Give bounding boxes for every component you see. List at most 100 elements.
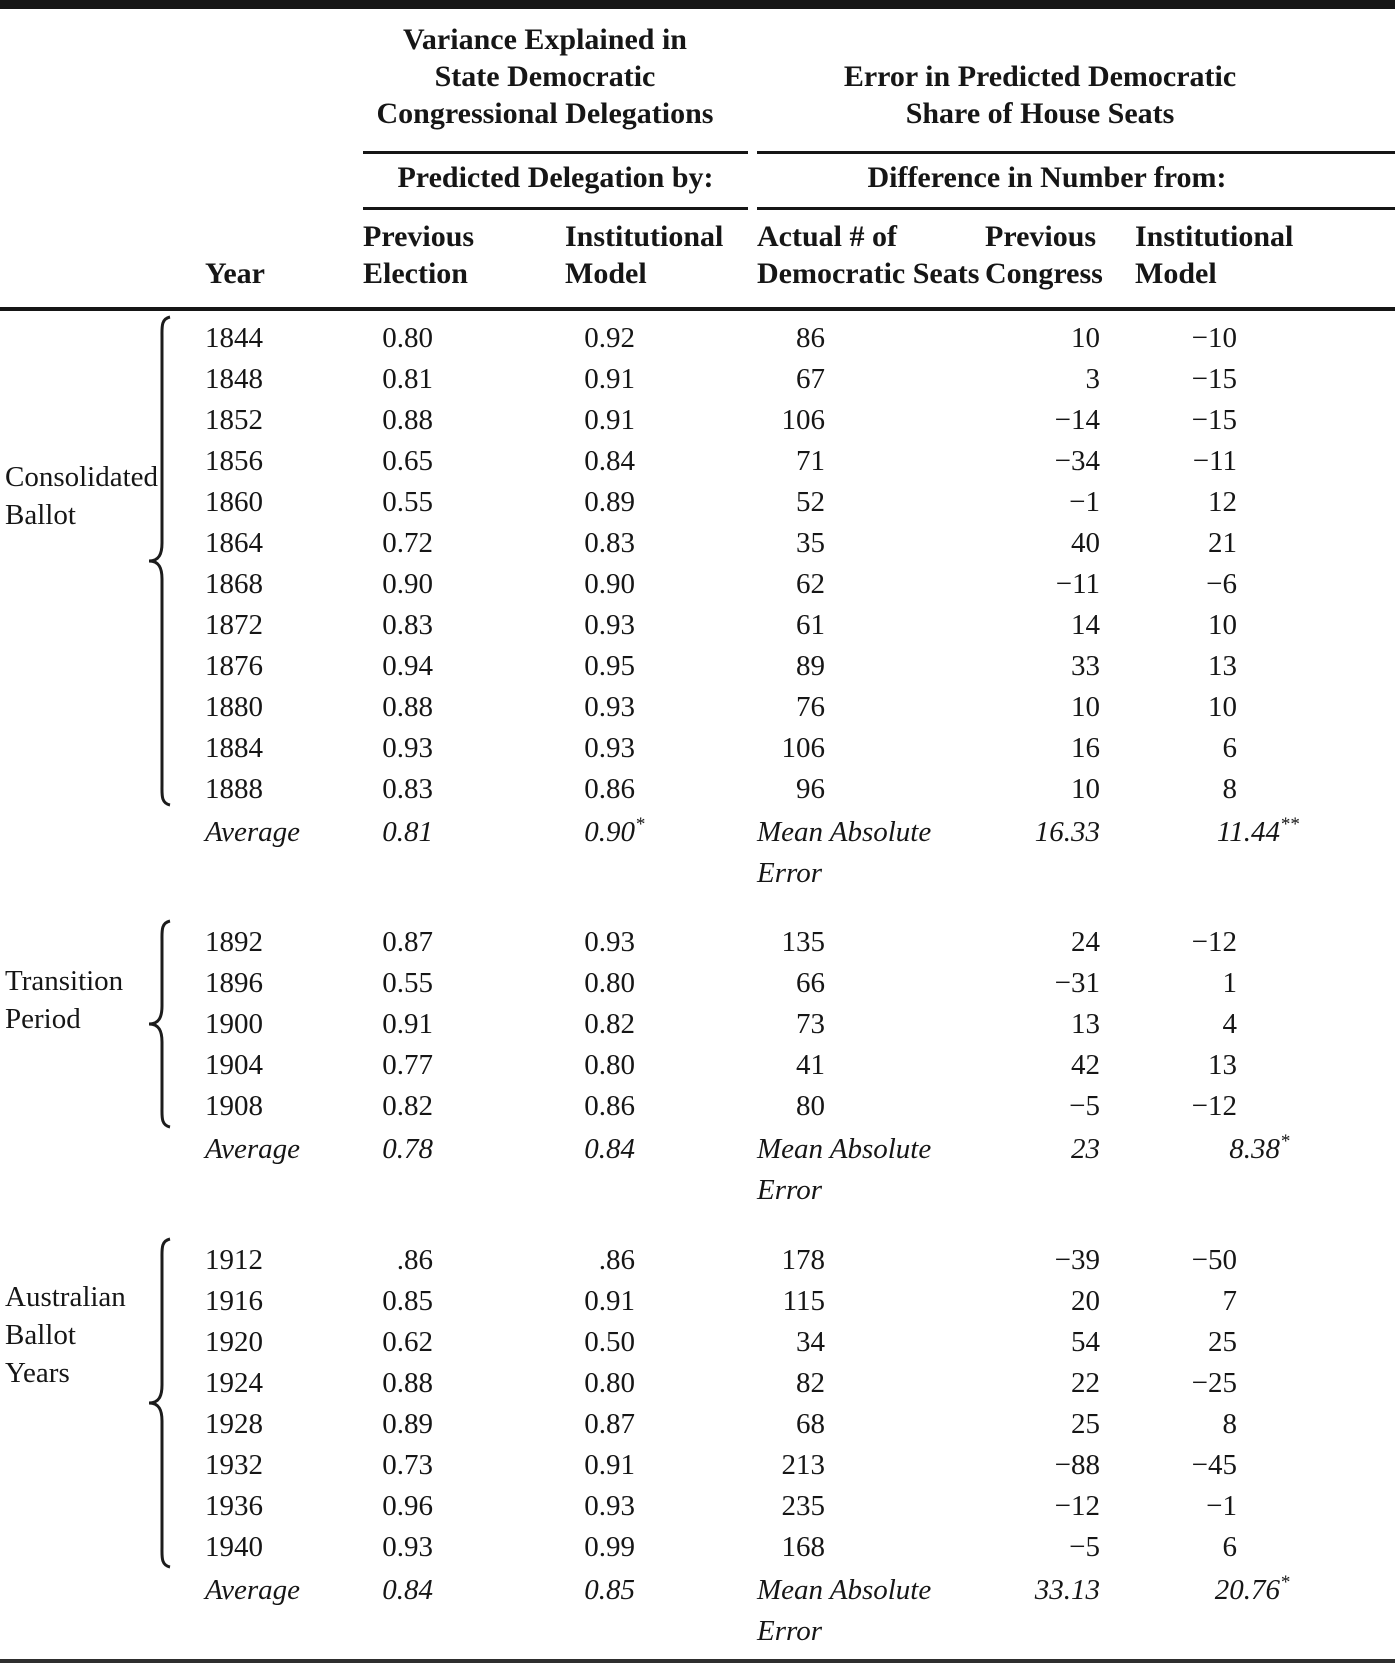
table-row: 1856 0.65 0.84 71 −34 −11: [0, 441, 1395, 482]
actual-seats-cell: 76: [796, 691, 825, 723]
table-row: 1900 0.91 0.82 73 13 4: [0, 1004, 1395, 1045]
previous-election-cell: 0.88: [382, 691, 433, 723]
previous-congress-diff-cell: −11: [1055, 568, 1100, 600]
table-row: 1916 0.85 0.91 115 20 7: [0, 1281, 1395, 1322]
table-row: 1848 0.81 0.91 67 3 −15: [0, 359, 1395, 400]
previous-congress-diff-cell: 14: [1071, 609, 1100, 641]
previous-congress-diff-cell: −14: [1054, 404, 1100, 436]
actual-seats-cell: 96: [796, 773, 825, 805]
institutional-model-diff-cell: −12: [1191, 926, 1237, 958]
institutional-model-cell: 0.99: [584, 1531, 635, 1563]
actual-seats-cell: 66: [796, 967, 825, 999]
previous-election-cell: 0.96: [382, 1490, 433, 1522]
previous-congress-diff-cell: 54: [1071, 1326, 1100, 1358]
institutional-model-cell: 0.91: [584, 363, 635, 395]
column-header-year: Year: [205, 257, 265, 290]
actual-seats-cell: 106: [781, 732, 826, 764]
institutional-model-cell: 0.93: [584, 732, 635, 764]
mae-institutional-model: 8.38 *: [1095, 1129, 1289, 1170]
summary-row: Average 0.81 0.90 * Mean Absolute Error 1…: [0, 812, 1395, 889]
left-subtitle-rule: [363, 207, 748, 210]
institutional-model-diff-cell: −6: [1206, 568, 1237, 600]
value: 0.85: [584, 1574, 635, 1606]
mean-absolute-error-label: Mean Absolute Error: [757, 1133, 932, 1206]
previous-election-cell: 0.94: [382, 650, 433, 682]
year-cell: 1852: [205, 404, 263, 436]
value: 8.38: [1229, 1133, 1280, 1165]
column-header-institutional-model-error: Institutional Model: [1135, 220, 1294, 290]
institutional-model-cell: 0.87: [584, 1408, 635, 1440]
average-institutional-model: 0.84: [565, 1129, 635, 1170]
previous-congress-diff-cell: 22: [1071, 1367, 1100, 1399]
institutional-model-diff-cell: 7: [1222, 1285, 1238, 1317]
table-row: 1904 0.77 0.80 41 42 13: [0, 1045, 1395, 1086]
significance-note: *: [635, 814, 645, 835]
left-group-title-line: State Democratic: [434, 60, 656, 93]
previous-election-cell: .86: [396, 1244, 433, 1276]
section-label-line: Australian: [5, 1281, 126, 1313]
previous-congress-diff-cell: −31: [1054, 967, 1100, 999]
mae-institutional-model: 11.44 **: [1095, 812, 1299, 853]
previous-congress-diff-cell: −5: [1069, 1531, 1100, 1563]
institutional-model-cell: 0.95: [584, 650, 635, 682]
year-cell: 1876: [205, 650, 263, 682]
left-group-subtitle: Predicted Delegation by:: [397, 161, 714, 194]
actual-seats-cell: 168: [781, 1531, 826, 1563]
institutional-model-diff-cell: −50: [1191, 1244, 1237, 1276]
actual-seats-cell: 235: [781, 1490, 826, 1522]
column-header-actual-democratic-seats: Actual # of Democratic Seats: [757, 220, 980, 290]
institutional-model-cell: 0.93: [584, 1490, 635, 1522]
table-row: 1928 0.89 0.87 68 25 8: [0, 1404, 1395, 1445]
actual-seats-cell: 135: [781, 926, 826, 958]
column-header-institutional-model: Institutional Model: [565, 220, 724, 290]
year-cell: 1924: [205, 1367, 263, 1399]
right-group-title: Error in Predicted Democratic Share of H…: [750, 58, 1330, 132]
right-subtitle-rule: [757, 207, 1395, 210]
previous-election-cell: 0.62: [382, 1326, 433, 1358]
institutional-model-cell: 0.50: [584, 1326, 635, 1358]
institutional-model-diff-cell: 10: [1208, 609, 1237, 641]
previous-congress-diff-cell: 16: [1071, 732, 1100, 764]
group-brace-icon: [148, 1237, 171, 1569]
previous-election-cell: 0.85: [382, 1285, 433, 1317]
top-rule: [0, 0, 1395, 9]
table-row: 1940 0.93 0.99 168 −5 6: [0, 1527, 1395, 1568]
previous-election-cell: 0.93: [382, 732, 433, 764]
table-row: 1936 0.96 0.93 235 −12 −1: [0, 1486, 1395, 1527]
previous-congress-diff-cell: 3: [1085, 363, 1101, 395]
previous-congress-diff-cell: 42: [1071, 1049, 1100, 1081]
previous-congress-diff-cell: 33: [1071, 650, 1100, 682]
table-row: 1924 0.88 0.80 82 22 −25: [0, 1363, 1395, 1404]
previous-election-cell: 0.83: [382, 773, 433, 805]
previous-congress-diff-cell: 40: [1071, 527, 1100, 559]
section-label-line: Years: [5, 1357, 70, 1389]
previous-congress-diff-cell: 25: [1071, 1408, 1100, 1440]
average-previous-election: 0.81: [382, 816, 433, 848]
institutional-model-cell: 0.83: [584, 527, 635, 559]
value: 20.76: [1214, 1574, 1280, 1606]
institutional-model-cell: 0.91: [584, 1285, 635, 1317]
previous-congress-diff-cell: −34: [1054, 445, 1100, 477]
bottom-rule: [0, 1659, 1395, 1663]
left-group-title-line: Congressional Delegations: [376, 97, 714, 130]
section-label-line: Transition: [5, 965, 124, 997]
summary-row: Average 0.84 0.85 Mean Absolute Error 33…: [0, 1570, 1395, 1647]
actual-seats-cell: 106: [781, 404, 826, 436]
year-cell: 1896: [205, 967, 263, 999]
year-cell: 1860: [205, 486, 263, 518]
previous-election-cell: 0.90: [382, 568, 433, 600]
table-row: 1876 0.94 0.95 89 33 13: [0, 646, 1395, 687]
right-group-title-line: Error in Predicted Democratic: [843, 60, 1237, 93]
year-cell: 1908: [205, 1090, 263, 1122]
year-cell: 1848: [205, 363, 263, 395]
previous-election-cell: 0.93: [382, 1531, 433, 1563]
previous-election-cell: 0.72: [382, 527, 433, 559]
year-cell: 1888: [205, 773, 263, 805]
institutional-model-diff-cell: 12: [1208, 486, 1237, 518]
year-cell: 1868: [205, 568, 263, 600]
previous-election-cell: 0.88: [382, 1367, 433, 1399]
section-label: Australian Ballot Years: [5, 1278, 126, 1392]
institutional-model-cell: 0.86: [584, 1090, 635, 1122]
average-previous-election: 0.78: [382, 1133, 433, 1165]
